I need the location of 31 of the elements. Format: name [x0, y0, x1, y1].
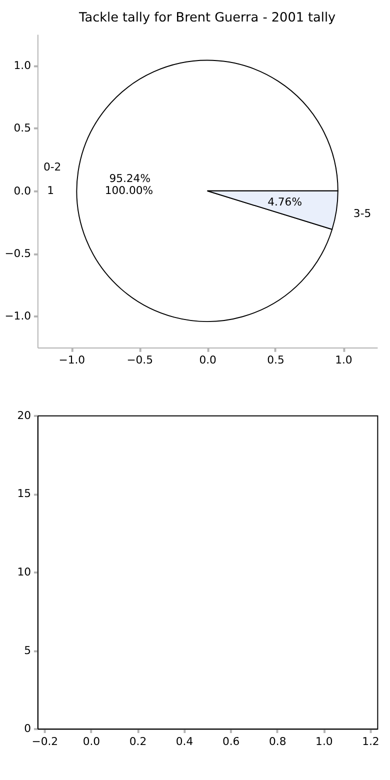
x-tick-label: 0.8 — [269, 734, 286, 748]
y-tick-label: 15 — [17, 487, 32, 500]
data-label: 95.24% — [109, 172, 150, 186]
x-tick-label: 1.0 — [316, 734, 333, 748]
x-tick-label: 0.6 — [222, 734, 240, 748]
pie-slice — [76, 60, 338, 322]
x-tick-label: −1.0 — [58, 354, 86, 367]
y-tick-label: −0.5 — [4, 246, 32, 260]
x-tick-label: 0.4 — [176, 734, 194, 748]
x-tick-label: 0.0 — [199, 354, 217, 367]
annotation: 100.00% — [104, 184, 154, 197]
y-tick-label: 10 — [17, 565, 32, 578]
y-tick-label: 0.0 — [14, 184, 32, 198]
y-tick-label: 0.5 — [14, 122, 32, 135]
x-tick-label: −0.5 — [126, 354, 153, 367]
chart-title: Tackle tally for Brent Guerra - 2001 tally — [78, 10, 336, 26]
y-tick-label: 0 — [24, 722, 32, 736]
x-tick-label: 0.0 — [82, 734, 100, 748]
x-tick-label: 0.2 — [129, 734, 147, 748]
data-label: 4.76% — [268, 196, 302, 209]
slice-label: 0-2 — [44, 160, 62, 174]
x-tick-label: 1.2 — [362, 734, 380, 748]
y-tick-label: −1.0 — [4, 310, 32, 323]
x-tick-label: 0.5 — [267, 354, 284, 367]
x-tick-label: 1.0 — [335, 354, 352, 367]
y-tick-label: 20 — [17, 408, 32, 422]
annotation: 1 — [47, 184, 54, 197]
y-tick-label: 5 — [24, 644, 32, 657]
x-tick-label: −0.2 — [32, 734, 58, 748]
slice-label: 3-5 — [353, 207, 372, 220]
y-tick-label: 1.0 — [14, 59, 32, 72]
